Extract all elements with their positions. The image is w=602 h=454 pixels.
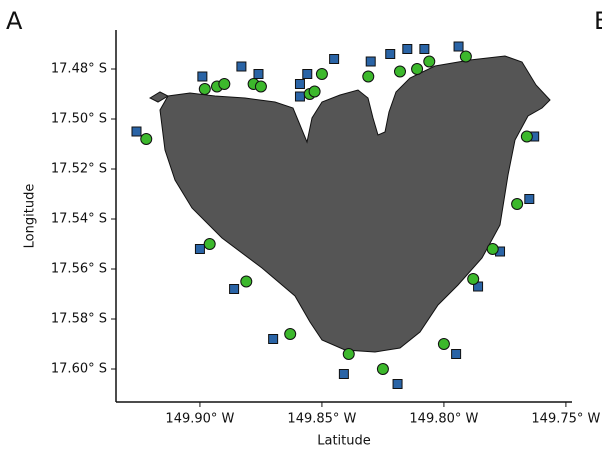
y-tick-label: 17.60° S bbox=[51, 362, 107, 377]
square-point bbox=[229, 284, 240, 294]
x-tick-label: 149.85° W bbox=[287, 412, 356, 427]
next-panel-label: B bbox=[594, 7, 602, 35]
x-tick-label: 149.80° W bbox=[409, 412, 478, 427]
circle-point bbox=[437, 338, 450, 350]
circle-point bbox=[393, 65, 406, 78]
circle-point bbox=[240, 275, 253, 288]
square-point bbox=[302, 69, 313, 79]
x-tick-label: 149.75° W bbox=[531, 412, 600, 427]
y-tick-label: 17.56° S bbox=[51, 262, 107, 277]
circle-point bbox=[467, 273, 480, 285]
square-point bbox=[294, 79, 305, 89]
y-tick-label: 17.58° S bbox=[51, 312, 107, 327]
y-tick-label: 17.52° S bbox=[51, 162, 107, 177]
y-tick-label: 17.48° S bbox=[51, 62, 107, 77]
square-point bbox=[253, 69, 264, 79]
square-point bbox=[338, 369, 349, 379]
square-point bbox=[402, 44, 413, 54]
circle-point bbox=[284, 328, 297, 340]
square-point bbox=[268, 334, 279, 344]
y-tick-label: 17.54° S bbox=[51, 212, 107, 227]
circle-point bbox=[511, 198, 524, 210]
y-axis-label: Longitude bbox=[23, 184, 38, 249]
circle-point bbox=[218, 78, 231, 90]
y-tick-label: 17.50° S bbox=[51, 112, 107, 127]
square-point bbox=[294, 91, 305, 102]
square-point bbox=[131, 126, 142, 137]
circle-point bbox=[140, 133, 153, 145]
square-point bbox=[524, 194, 535, 204]
circle-point bbox=[520, 130, 533, 143]
x-axis-label: Latitude bbox=[317, 434, 371, 449]
square-point bbox=[419, 44, 430, 54]
circle-point bbox=[198, 83, 211, 95]
square-point bbox=[365, 56, 376, 67]
circle-point bbox=[342, 348, 355, 360]
square-point bbox=[392, 379, 403, 389]
panel-label: A bbox=[6, 7, 23, 35]
square-point bbox=[197, 71, 208, 82]
square-point bbox=[329, 54, 340, 64]
island bbox=[159, 55, 551, 353]
x-tick-label: 149.90° W bbox=[165, 412, 234, 427]
circle-point bbox=[376, 363, 389, 375]
circle-point bbox=[411, 63, 424, 75]
square-point bbox=[453, 41, 464, 52]
square-point bbox=[236, 61, 247, 72]
circle-point bbox=[486, 243, 499, 255]
circle-point bbox=[459, 50, 472, 63]
square-point bbox=[451, 349, 462, 359]
circle-point bbox=[254, 80, 267, 93]
islet bbox=[148, 91, 170, 103]
square-point bbox=[385, 49, 396, 59]
square-point bbox=[194, 244, 205, 254]
circle-point bbox=[203, 238, 216, 250]
circle-point bbox=[362, 70, 375, 83]
circle-point bbox=[423, 55, 436, 68]
circle-point bbox=[315, 68, 328, 80]
circle-point bbox=[308, 85, 321, 98]
